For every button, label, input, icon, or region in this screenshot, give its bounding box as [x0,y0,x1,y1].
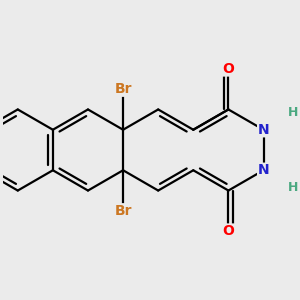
Text: H: H [288,106,298,119]
Text: Br: Br [114,204,132,218]
Text: N: N [258,123,269,137]
Text: O: O [223,62,234,76]
Text: O: O [223,224,234,238]
Text: Br: Br [114,82,132,96]
Text: H: H [288,181,298,194]
Text: N: N [258,163,269,177]
